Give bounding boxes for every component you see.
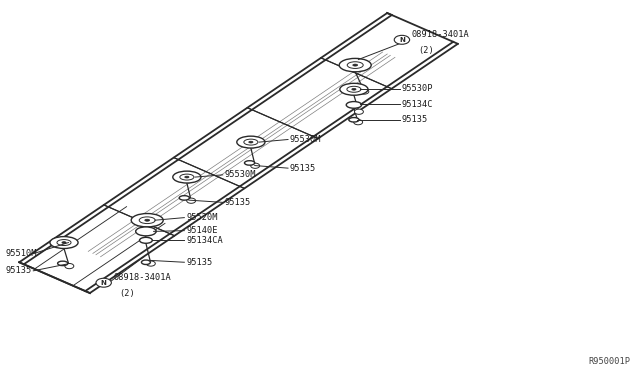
Text: 95135: 95135 — [225, 198, 251, 207]
Ellipse shape — [180, 174, 194, 180]
Ellipse shape — [348, 62, 364, 68]
Ellipse shape — [173, 171, 201, 183]
Text: 95520M: 95520M — [186, 213, 218, 222]
Ellipse shape — [141, 260, 150, 264]
Ellipse shape — [136, 227, 156, 236]
Text: (2): (2) — [418, 46, 434, 55]
Ellipse shape — [179, 196, 189, 200]
Text: N: N — [100, 280, 107, 286]
Text: 95530M: 95530M — [225, 170, 256, 179]
Ellipse shape — [145, 219, 150, 221]
Circle shape — [147, 261, 156, 266]
Text: (2): (2) — [120, 289, 136, 298]
Text: 95140E: 95140E — [186, 226, 218, 235]
Text: N: N — [399, 37, 405, 43]
Circle shape — [360, 89, 369, 94]
Ellipse shape — [57, 240, 71, 246]
Circle shape — [394, 35, 410, 44]
Ellipse shape — [244, 161, 255, 165]
Ellipse shape — [62, 242, 66, 243]
Text: 95530P: 95530P — [402, 84, 433, 93]
Ellipse shape — [346, 102, 362, 108]
Circle shape — [354, 119, 363, 125]
Ellipse shape — [352, 89, 356, 90]
Ellipse shape — [353, 64, 358, 66]
Ellipse shape — [339, 58, 371, 72]
Text: 95530M: 95530M — [290, 135, 321, 144]
Ellipse shape — [185, 176, 189, 178]
Circle shape — [355, 109, 364, 114]
Ellipse shape — [50, 237, 78, 248]
Circle shape — [251, 163, 260, 169]
Circle shape — [65, 263, 74, 269]
Ellipse shape — [347, 86, 361, 92]
Text: 08918-3401A: 08918-3401A — [412, 30, 469, 39]
Text: 95135: 95135 — [5, 266, 31, 275]
Ellipse shape — [249, 141, 253, 143]
Text: 95135: 95135 — [290, 164, 316, 173]
Circle shape — [187, 198, 196, 203]
Text: 95510M: 95510M — [5, 249, 36, 258]
Ellipse shape — [131, 214, 163, 227]
Ellipse shape — [237, 136, 265, 148]
Text: 95134C: 95134C — [402, 100, 433, 109]
Circle shape — [96, 278, 111, 287]
Ellipse shape — [340, 83, 368, 95]
Ellipse shape — [58, 261, 68, 266]
Text: 95135: 95135 — [402, 115, 428, 124]
Text: 95134CA: 95134CA — [186, 236, 223, 245]
Ellipse shape — [140, 237, 152, 243]
Ellipse shape — [140, 217, 156, 224]
Ellipse shape — [349, 118, 359, 122]
Ellipse shape — [244, 139, 258, 145]
Text: 95135: 95135 — [186, 258, 212, 267]
Text: 08918-3401A: 08918-3401A — [113, 273, 171, 282]
Text: R950001P: R950001P — [588, 357, 630, 366]
